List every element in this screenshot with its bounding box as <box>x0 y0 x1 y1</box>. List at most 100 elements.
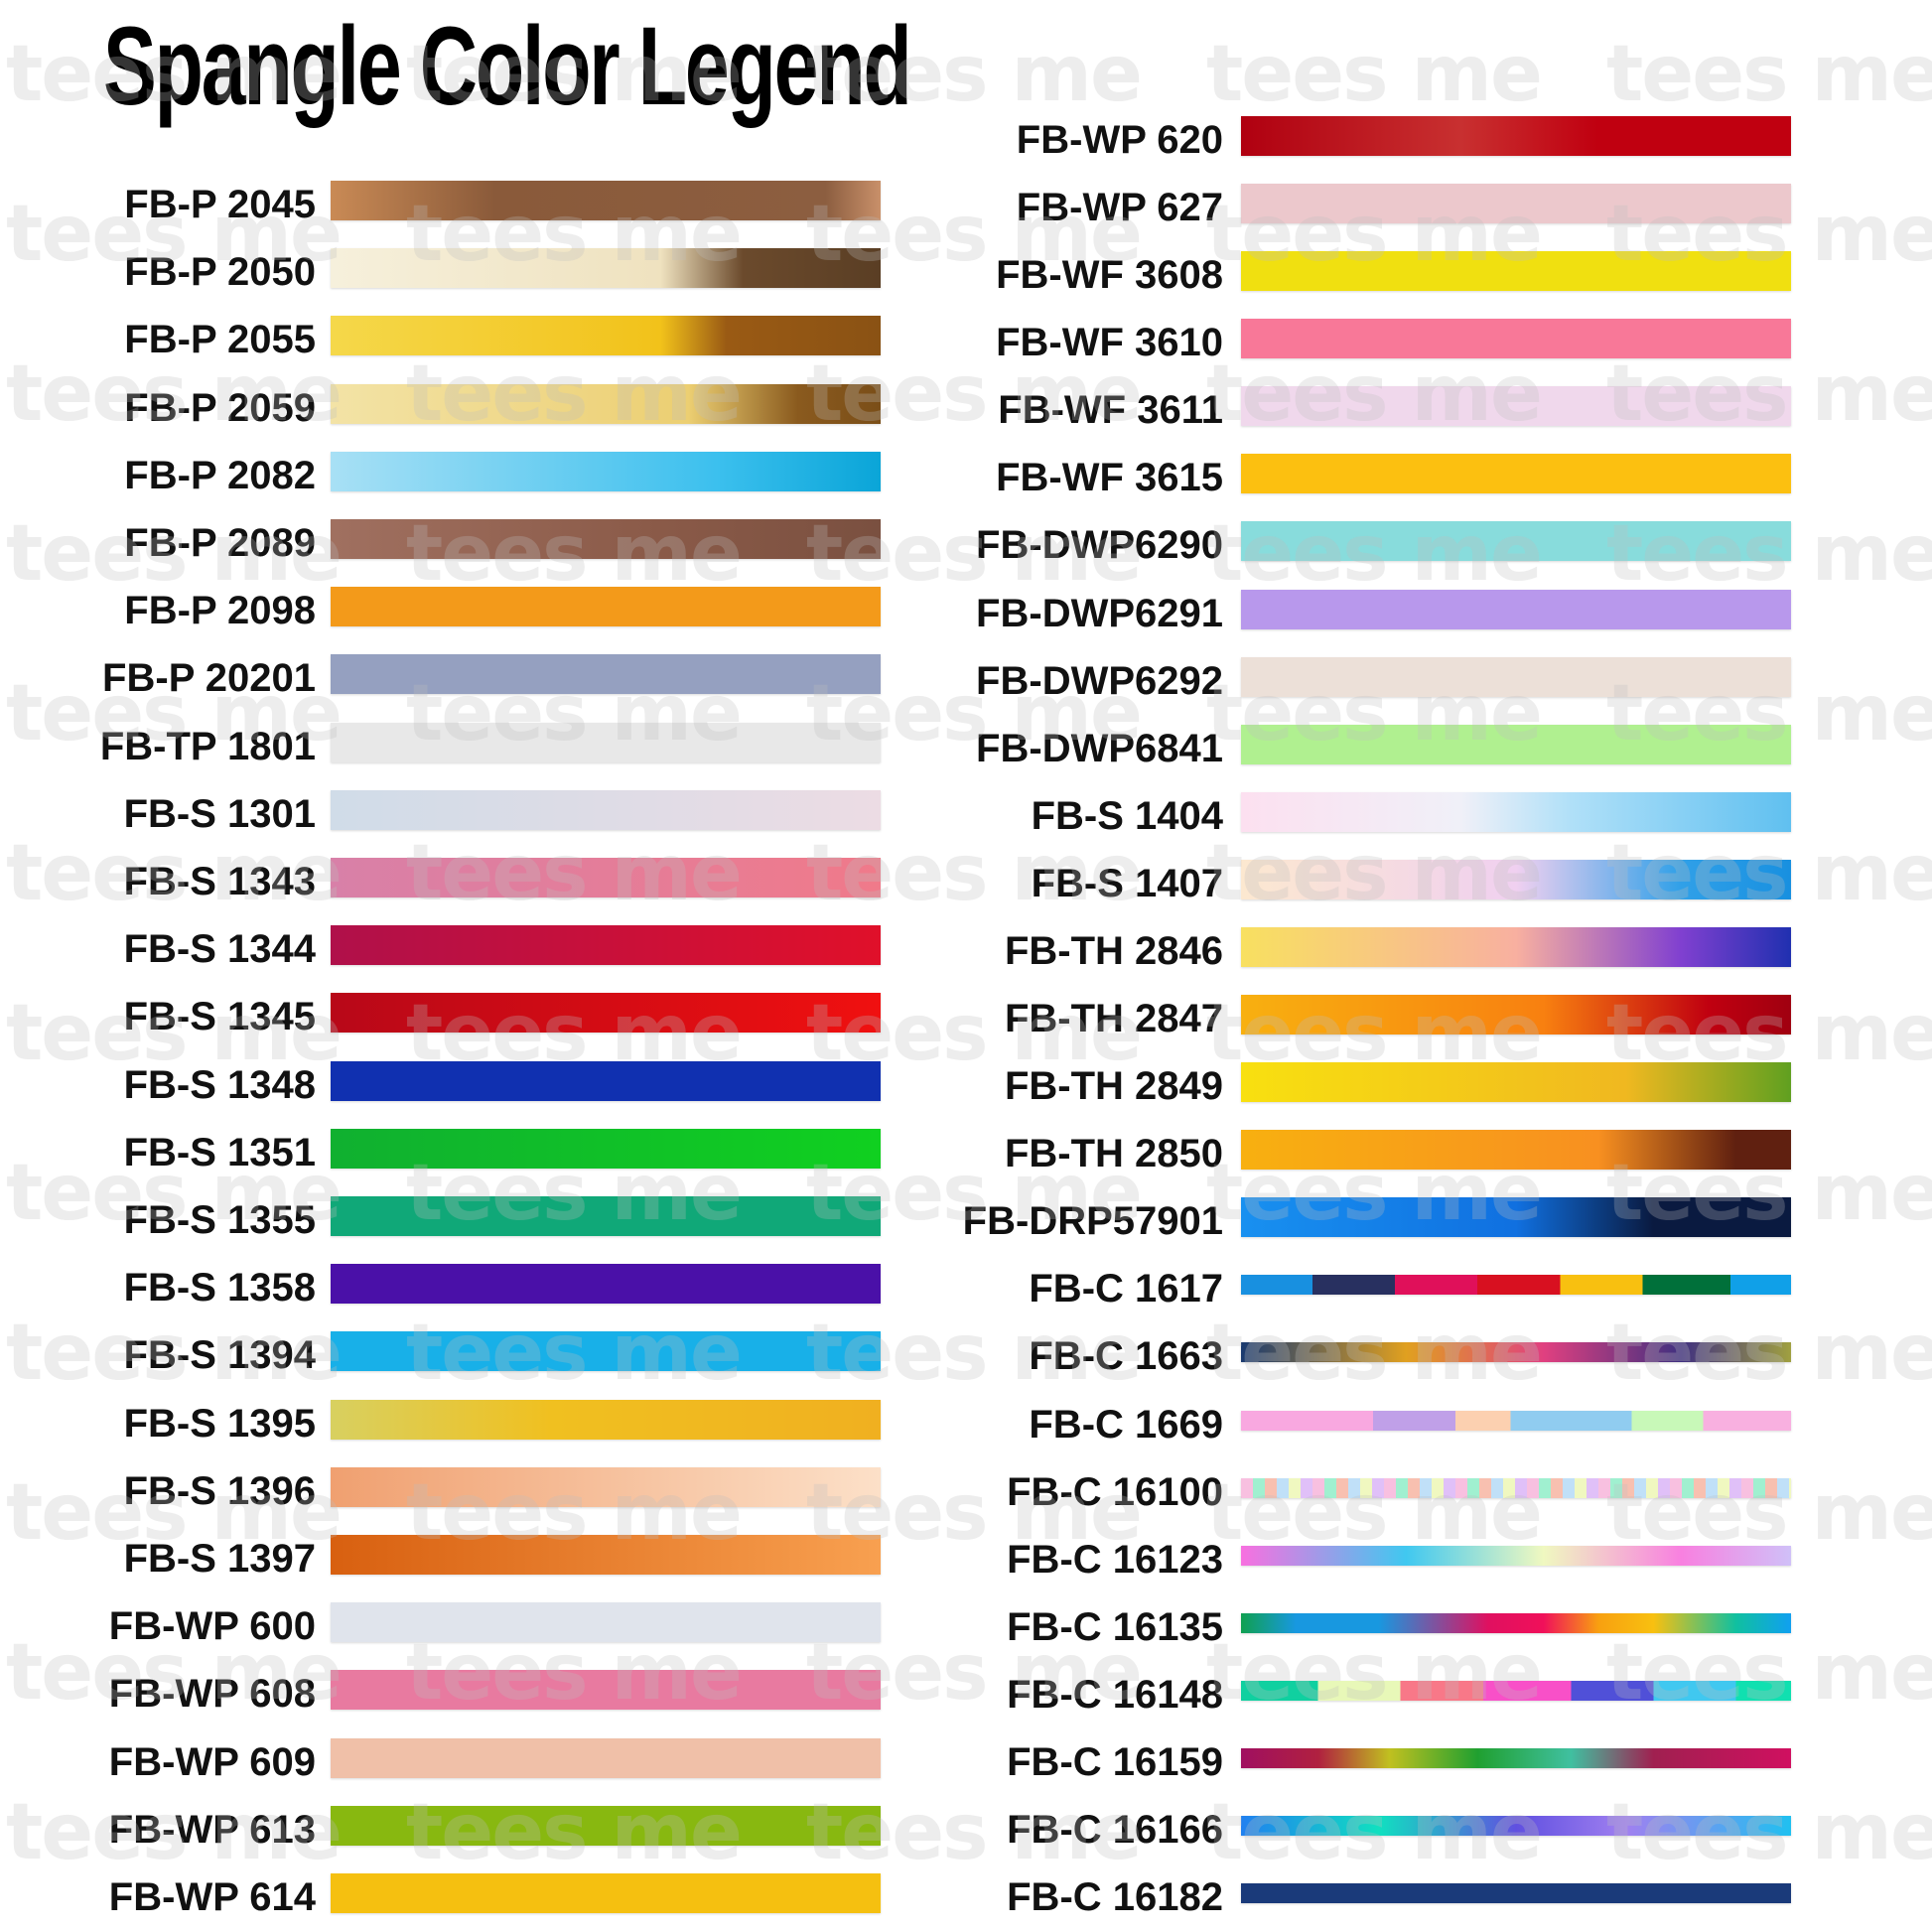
watermark-text: tees me <box>1606 1628 1932 1718</box>
color-code-label: FB-C 16123 <box>1007 1537 1223 1582</box>
color-code-label: FB-S 1407 <box>1031 861 1223 905</box>
color-swatch <box>1241 184 1791 224</box>
color-swatch <box>331 789 881 830</box>
color-code-label: FB-TH 2847 <box>1004 997 1223 1041</box>
color-swatch <box>331 1737 881 1778</box>
color-swatch <box>1241 1130 1791 1171</box>
color-code-label: FB-S 1301 <box>123 791 316 836</box>
color-code-label: FB-WF 3615 <box>996 456 1223 500</box>
watermark-text: tees me <box>1606 30 1932 119</box>
color-code-label: FB-S 1404 <box>1031 793 1223 838</box>
color-swatch <box>331 1331 881 1372</box>
color-code-label: FB-S 1396 <box>123 1468 316 1513</box>
color-swatch <box>331 1535 881 1575</box>
color-swatch <box>1241 1747 1791 1768</box>
color-code-label: FB-S 1348 <box>123 1062 316 1107</box>
color-code-label: FB-C 1669 <box>1029 1402 1223 1447</box>
watermark-text: tees me <box>1206 1628 1543 1718</box>
color-code-label: FB-S 1355 <box>123 1198 316 1242</box>
color-swatch <box>331 181 881 220</box>
color-code-label: FB-C 16148 <box>1007 1672 1223 1717</box>
color-swatch <box>1241 1197 1791 1238</box>
color-code-label: FB-WP 608 <box>108 1672 316 1717</box>
color-swatch <box>1241 1612 1791 1633</box>
color-swatch <box>1241 1680 1791 1701</box>
color-swatch <box>1241 386 1791 427</box>
color-code-label: FB-S 1351 <box>123 1130 316 1174</box>
color-swatch <box>1241 319 1791 359</box>
color-code-label: FB-S 1345 <box>123 995 316 1039</box>
color-swatch <box>331 383 881 424</box>
color-swatch <box>1241 859 1791 899</box>
color-code-label: FB-C 16166 <box>1007 1808 1223 1852</box>
color-swatch <box>331 1264 881 1305</box>
color-code-label: FB-DWP6292 <box>976 658 1223 703</box>
color-code-label: FB-C 16135 <box>1007 1604 1223 1649</box>
color-swatch <box>1241 1062 1791 1103</box>
color-swatch <box>331 248 881 289</box>
color-swatch <box>331 1128 881 1169</box>
color-code-label: FB-C 16100 <box>1007 1469 1223 1514</box>
color-code-label: FB-C 1617 <box>1029 1267 1223 1311</box>
color-swatch <box>331 316 881 356</box>
color-code-label: FB-S 1397 <box>123 1537 316 1581</box>
color-swatch <box>1241 589 1791 629</box>
color-swatch <box>331 1873 881 1913</box>
color-code-label: FB-S 1358 <box>123 1266 316 1311</box>
color-code-label: FB-P 2055 <box>124 318 316 362</box>
color-swatch <box>331 993 881 1034</box>
color-swatch <box>1241 1342 1791 1363</box>
color-code-label: FB-C 16182 <box>1007 1875 1223 1920</box>
color-code-label: FB-WP 613 <box>108 1807 316 1852</box>
color-code-label: FB-S 1395 <box>123 1401 316 1446</box>
color-code-label: FB-TH 2846 <box>1004 928 1223 973</box>
color-code-label: FB-DWP6841 <box>976 726 1223 770</box>
color-swatch <box>1241 454 1791 494</box>
color-swatch <box>1241 724 1791 764</box>
color-swatch <box>1241 1545 1791 1566</box>
color-code-label: FB-WF 3611 <box>998 388 1223 433</box>
color-swatch <box>331 1196 881 1236</box>
color-code-label: FB-DWP6291 <box>976 591 1223 635</box>
color-swatch <box>331 1060 881 1101</box>
color-code-label: FB-P 2098 <box>124 589 316 633</box>
color-swatch <box>331 858 881 897</box>
color-code-label: FB-WP 620 <box>1016 118 1223 162</box>
color-code-label: FB-TH 2850 <box>1004 1132 1223 1176</box>
color-swatch <box>1241 791 1791 832</box>
color-code-label: FB-WP 627 <box>1016 186 1223 230</box>
color-code-label: FB-WF 3610 <box>996 321 1223 365</box>
color-swatch <box>1241 1883 1791 1904</box>
color-code-label: FB-WP 600 <box>108 1604 316 1649</box>
color-swatch <box>1241 1275 1791 1296</box>
page-title: Spangle Color Legend <box>103 4 912 128</box>
color-code-label: FB-S 1343 <box>123 860 316 903</box>
color-swatch <box>331 925 881 966</box>
color-swatch <box>331 722 881 762</box>
color-code-label: FB-WP 614 <box>108 1875 316 1919</box>
color-swatch <box>1241 116 1791 156</box>
color-code-label: FB-P 2045 <box>124 183 316 226</box>
color-swatch <box>1241 656 1791 697</box>
watermark-text: tees me <box>1206 30 1543 119</box>
color-code-label: FB-C 16159 <box>1007 1739 1223 1784</box>
color-swatch <box>1241 926 1791 967</box>
color-swatch <box>331 451 881 491</box>
color-code-label: FB-P 2059 <box>124 385 316 430</box>
color-code-label: FB-P 2089 <box>124 521 316 565</box>
color-code-label: FB-DRP57901 <box>962 1199 1223 1244</box>
color-swatch <box>1241 251 1791 292</box>
color-code-label: FB-TP 1801 <box>99 724 316 768</box>
color-swatch <box>1241 1477 1791 1498</box>
color-swatch <box>331 1602 881 1643</box>
color-code-label: FB-P 2082 <box>124 453 316 497</box>
color-swatch <box>1241 521 1791 562</box>
color-code-label: FB-DWP6290 <box>976 523 1223 568</box>
color-code-label: FB-C 1663 <box>1029 1334 1223 1379</box>
color-code-label: FB-P 20201 <box>102 656 316 701</box>
color-code-label: FB-WP 609 <box>108 1739 316 1784</box>
color-swatch <box>331 1466 881 1507</box>
color-code-label: FB-WF 3608 <box>996 253 1223 298</box>
color-swatch <box>1241 995 1791 1035</box>
